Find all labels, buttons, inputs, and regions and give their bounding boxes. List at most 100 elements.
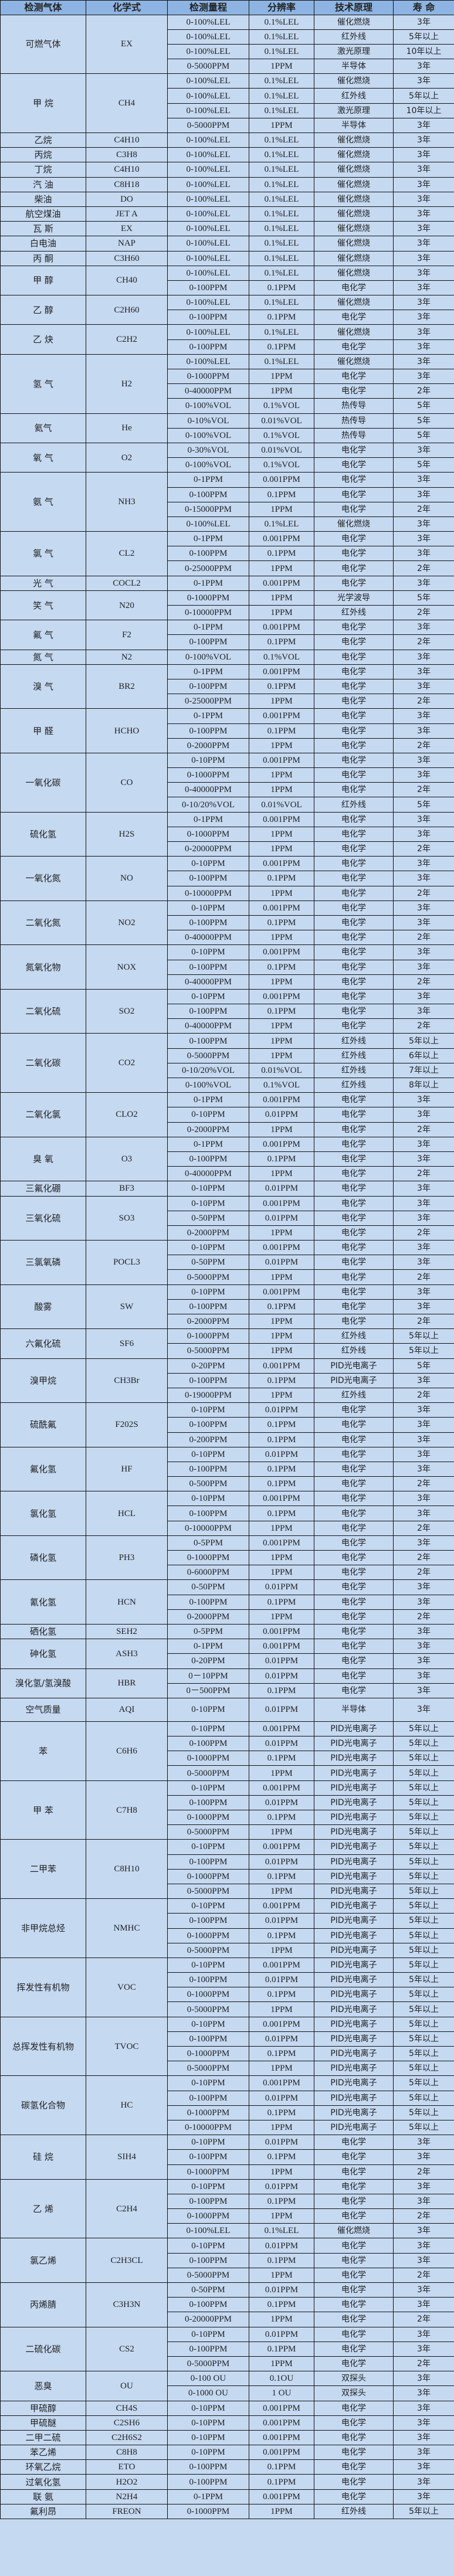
- resolution-cell: 0.1PPM: [249, 1928, 314, 1943]
- resolution-cell: 0.001PPM: [249, 1092, 314, 1108]
- lifetime-cell: 3年: [393, 1299, 454, 1315]
- resolution-cell: 1 OU: [249, 2385, 314, 2401]
- resolution-cell: 0.1%LEL: [249, 324, 314, 340]
- principle-cell: 电化学: [314, 2267, 394, 2283]
- resolution-cell: 0.1%LEL: [249, 295, 314, 311]
- principle-cell: 电化学: [314, 767, 394, 783]
- resolution-cell: 0.001PPM: [249, 1240, 314, 1256]
- principle-cell: 电化学: [314, 1549, 394, 1566]
- range-cell: 0-30%VOL: [167, 442, 249, 458]
- formula-cell: N20: [86, 590, 168, 621]
- range-cell: 0-5PPM: [167, 1623, 249, 1640]
- lifetime-cell: 3年: [393, 1653, 454, 1669]
- principle-cell: 电化学: [314, 2193, 394, 2210]
- formula-cell: ASH3: [86, 1639, 168, 1669]
- range-cell: 0-10PPM: [167, 1697, 249, 1722]
- gas-name-cell: 碳氢化合物: [0, 2075, 86, 2136]
- range-cell: 0-20PPM: [167, 1653, 249, 1669]
- gas-name-cell: 空气质量: [0, 1697, 86, 1722]
- resolution-cell: 0.1%LEL: [249, 354, 314, 370]
- range-cell: 0-5000PPM: [167, 1765, 249, 1781]
- formula-cell: CS2: [86, 2326, 168, 2372]
- principle-cell: 电化学: [314, 694, 394, 709]
- principle-cell: 催化燃烧: [314, 324, 394, 340]
- formula-cell: CL2: [86, 531, 168, 576]
- principle-cell: 电化学: [314, 1269, 394, 1285]
- resolution-cell: 0.1PPM: [249, 2252, 314, 2268]
- range-cell: 0-25000PPM: [167, 694, 249, 709]
- resolution-cell: 0.001PPM: [249, 1898, 314, 1914]
- range-cell: 0-1PPM: [167, 472, 249, 488]
- lifetime-cell: 3年: [393, 280, 454, 296]
- lifetime-cell: 5年以上: [393, 1913, 454, 1929]
- table-row: 0-100%VOL 0.1%VOL 红外线 8年以上: [1, 1077, 454, 1093]
- gas-name-cell: 甲硫醇: [0, 2400, 86, 2416]
- lifetime-cell: 3年: [393, 1697, 454, 1722]
- resolution-cell: 1PPM: [249, 767, 314, 783]
- lifetime-cell: 5年以上: [393, 1751, 454, 1766]
- formula-cell: H2S: [86, 811, 168, 857]
- gas-name-cell: 氯乙烯: [0, 2238, 86, 2283]
- resolution-cell: 0.1PPM: [249, 871, 314, 886]
- table-row: 氟化氢 HF 0-10PPM 0.01PPM 电化学 3年: [0, 1446, 454, 1492]
- principle-cell: PID光电离子: [314, 1765, 394, 1781]
- gas-name-cell: 氨 气: [0, 472, 86, 532]
- principle-cell: 电化学: [314, 442, 394, 458]
- principle-cell: 电化学: [314, 959, 394, 975]
- range-cell: 0-10PPM: [167, 2075, 249, 2091]
- principle-cell: 电化学: [314, 1506, 394, 1521]
- resolution-cell: 0.1PPM: [249, 2149, 314, 2165]
- resolution-cell: 1PPM: [249, 1609, 314, 1625]
- resolution-cell: 1PPM: [249, 1048, 314, 1063]
- formula-cell: BR2: [86, 664, 168, 709]
- principle-cell: 电化学: [314, 368, 394, 385]
- range-cell: 0-40000PPM: [167, 383, 249, 399]
- principle-cell: 催化燃烧: [314, 14, 394, 30]
- formula-cell: F2: [86, 620, 168, 650]
- formula-cell: FREON: [86, 2503, 168, 2520]
- resolution-cell: 0.01PPM: [249, 1579, 314, 1595]
- table-row: 0-100%LEL 0.1%LEL 激光原理 10年以上: [1, 43, 454, 60]
- principle-cell: 催化燃烧: [314, 191, 394, 207]
- range-cell: 0-10PPM: [167, 1107, 249, 1123]
- gas-name-cell: 二氧化氯: [0, 1092, 86, 1137]
- table-row: 六氟化硫 SF6 0-1000PPM 1PPM 红外线 5年以上: [0, 1328, 454, 1359]
- table-row: 丁烷 C4H10 0-100%LEL 0.1%LEL 催化燃烧 3年: [0, 162, 454, 178]
- range-cell: 0-20000PPM: [167, 2312, 249, 2327]
- formula-cell: HCL: [86, 1491, 168, 1536]
- resolution-cell: 0.001PPM: [249, 1957, 314, 1973]
- lifetime-cell: 3年: [393, 752, 454, 769]
- principle-cell: 电化学: [314, 782, 394, 798]
- table-row: 0-40000PPM 1PPM 电化学 2年: [1, 974, 454, 990]
- table-row: 一氧化碳 CO 0-10PPM 0.001PPM 电化学 3年: [0, 752, 454, 813]
- range-cell: 0-100%LEL: [167, 103, 249, 118]
- resolution-cell: 1PPM: [249, 1166, 314, 1182]
- gas-name-cell: 光 气: [0, 575, 86, 591]
- range-cell: 0-2000PPM: [167, 1122, 249, 1137]
- lifetime-cell: 3年: [393, 2135, 454, 2150]
- principle-cell: 半导体: [314, 1697, 394, 1722]
- table-row: 氯化氢 HCL 0-10PPM 0.001PPM 电化学 3年: [0, 1491, 454, 1536]
- range-cell: 0-40000PPM: [167, 1166, 249, 1182]
- gas-name-cell: 总挥发性有机物: [0, 2016, 86, 2077]
- formula-cell: COCL2: [86, 575, 168, 591]
- range-cell: 0-100PPM: [167, 1461, 249, 1477]
- lifetime-cell: 3年: [393, 324, 454, 340]
- range-cell: 0-5000PPM: [167, 117, 249, 134]
- range-cell: 0-100%LEL: [167, 221, 249, 237]
- resolution-cell: 1PPM: [249, 1942, 314, 1958]
- principle-cell: 电化学: [314, 1107, 394, 1123]
- range-cell: 0-100PPM: [167, 487, 249, 502]
- table-row: 航空煤油 JET A 0-100%LEL 0.1%LEL 催化燃烧 3年: [0, 206, 454, 222]
- lifetime-cell: 3年: [393, 678, 454, 695]
- resolution-cell: 1PPM: [249, 383, 314, 399]
- table-row: 0-5000PPM 1PPM PID光电离子 5年以上: [1, 1824, 454, 1840]
- table-row: 空气质量 AQI 0-10PPM 0.01PPM 半导体 3年: [0, 1697, 454, 1722]
- table-row: 0-2000PPM 1PPM 电化学 2年: [1, 1225, 454, 1241]
- formula-cell: POCL3: [86, 1240, 168, 1285]
- principle-cell: PID光电离子: [314, 1972, 394, 1988]
- resolution-cell: 0.01%VOL: [249, 1062, 314, 1079]
- gas-name-cell: 三氧化硫: [0, 1195, 86, 1241]
- gas-name-cell: 甲 烷: [0, 73, 86, 133]
- lifetime-cell: 5年以上: [393, 1987, 454, 2003]
